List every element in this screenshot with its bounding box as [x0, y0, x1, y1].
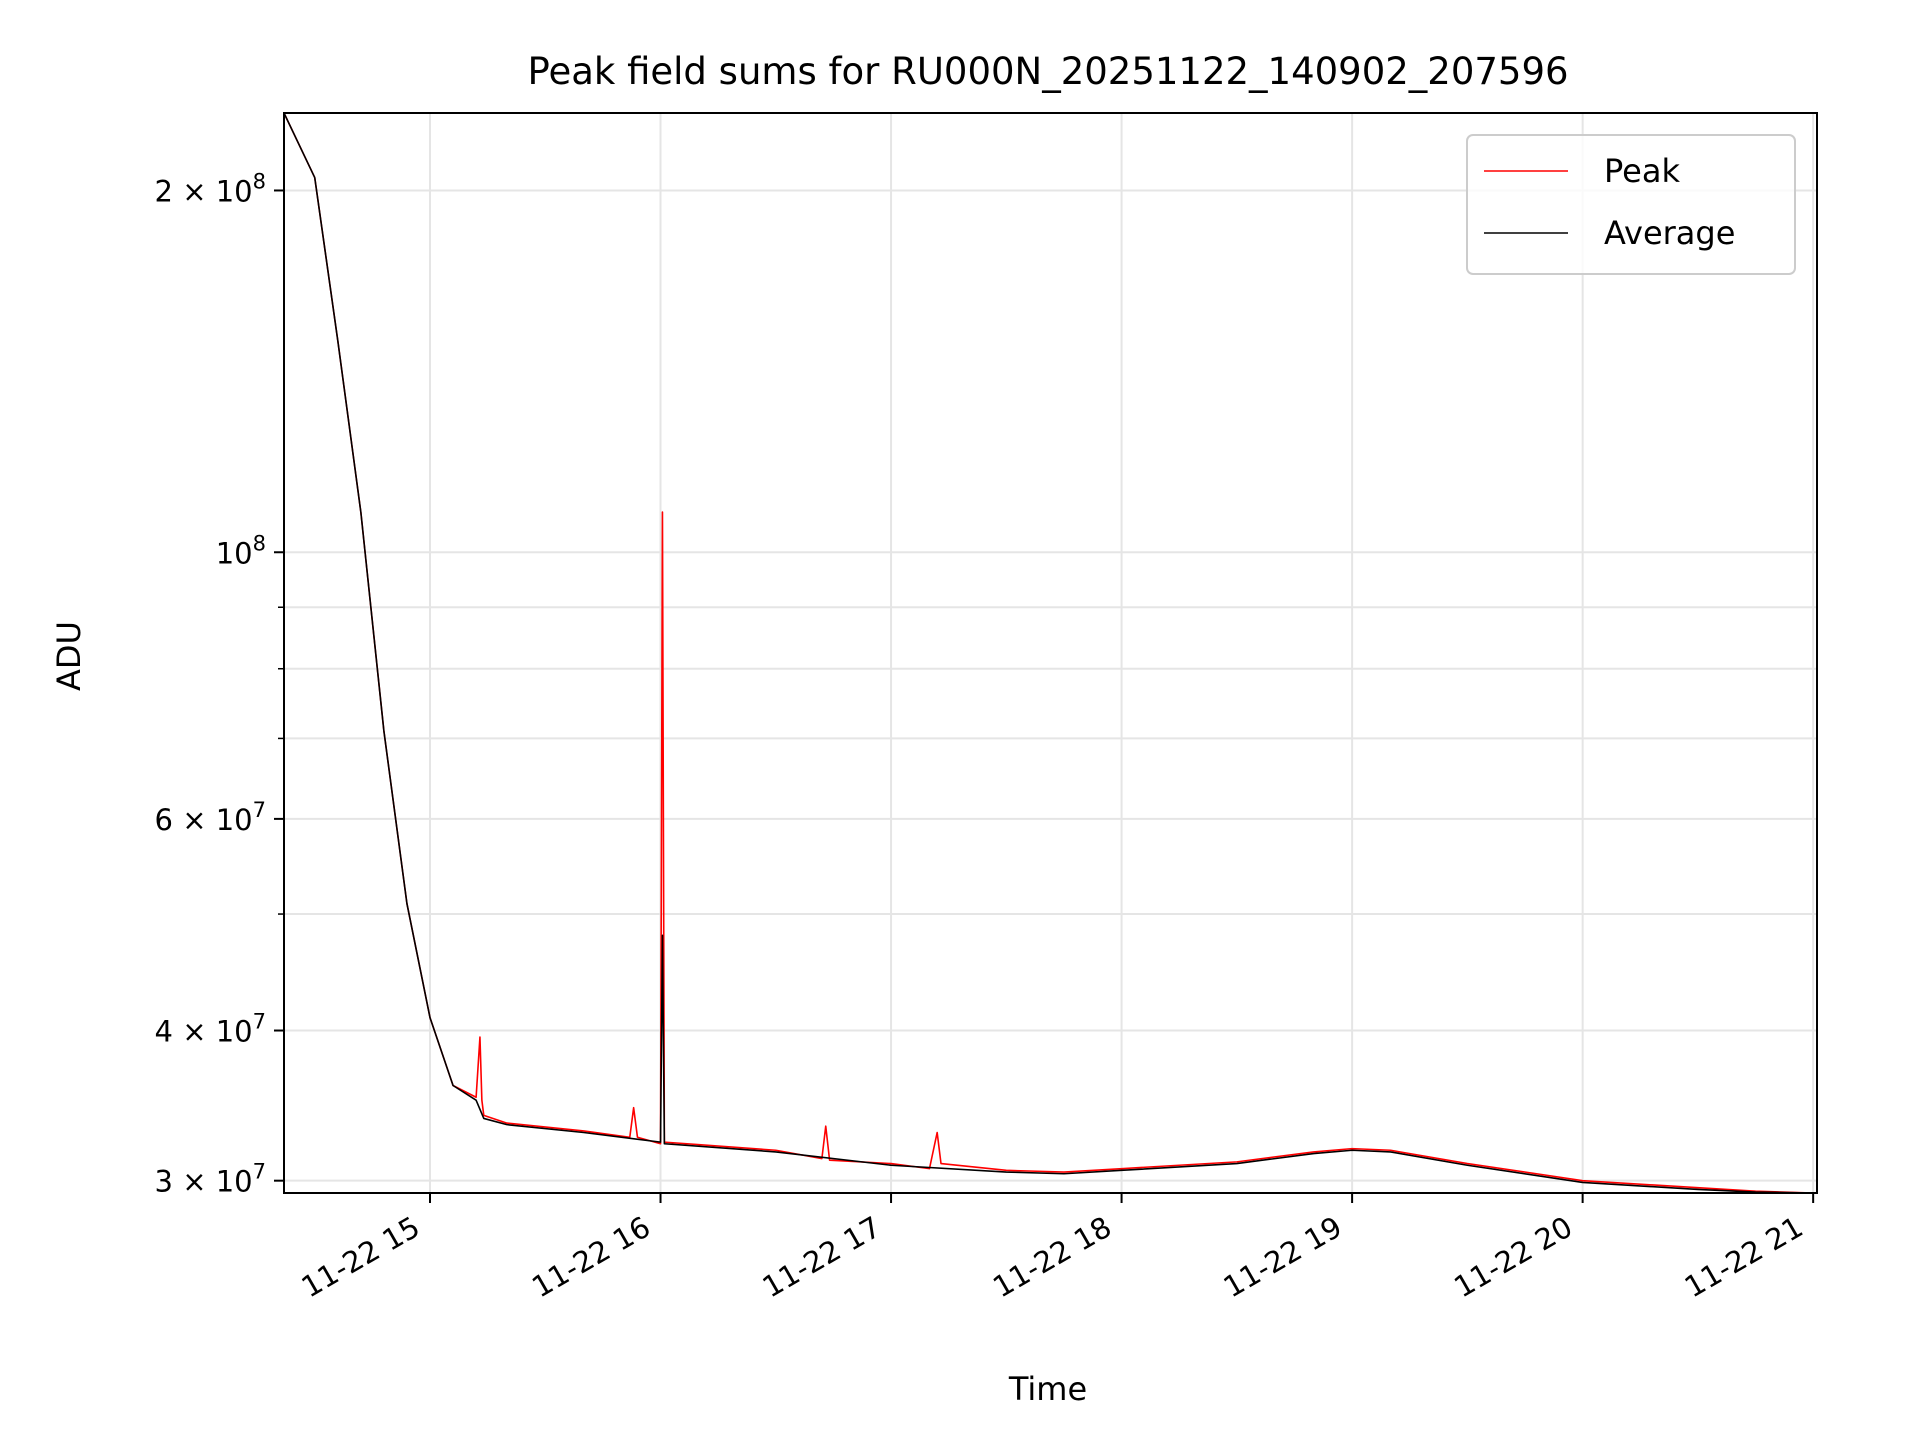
x-axis-label: Time	[1008, 1370, 1087, 1408]
y-tick-label: 2 × 108	[155, 169, 266, 208]
y-tick-label: 6 × 107	[155, 798, 266, 837]
y-tick-label: 108	[216, 531, 266, 570]
grid	[284, 113, 1817, 1193]
legend-frame	[1466, 134, 1796, 275]
y-tick-label: 3 × 107	[155, 1160, 266, 1199]
series-line-average	[284, 113, 1814, 1193]
legend-label-average: Average	[1604, 214, 1735, 252]
y-axis-label: ADU	[50, 621, 88, 691]
plot-frame	[283, 112, 1818, 1194]
legend-label-peak: Peak	[1604, 152, 1680, 190]
series-layer	[284, 113, 1814, 1193]
y-tick-label: 4 × 107	[155, 1010, 266, 1049]
chart-title: Peak field sums for RU000N_20251122_1409…	[527, 50, 1568, 93]
legend: Peak Average	[1466, 134, 1796, 275]
